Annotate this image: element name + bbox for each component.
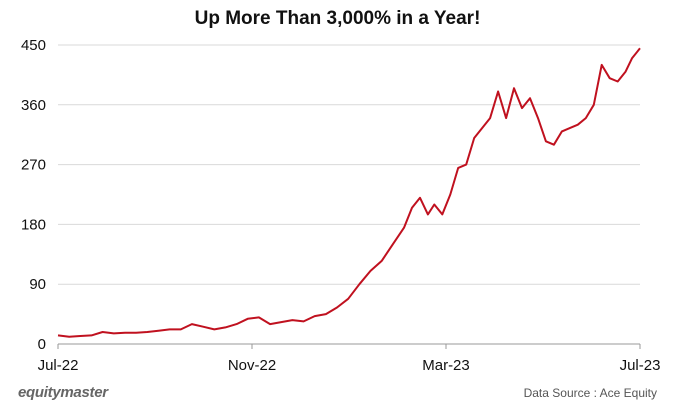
y-tick-label: 180	[21, 216, 46, 233]
series-line-price	[57, 47, 641, 338]
x-tick-label: Jul-23	[620, 357, 661, 374]
x-tick-label: Jul-22	[38, 357, 79, 374]
y-tick-label: 450	[21, 37, 46, 54]
x-tick-label: Nov-22	[228, 357, 276, 374]
data-source-note: Data Source : Ace Equity	[523, 386, 657, 400]
x-tick-labels: Jul-22 Nov-22 Mar-23 Jul-23	[38, 357, 661, 374]
brand-logo: equitymaster	[18, 384, 108, 401]
grid-layer	[58, 44, 640, 285]
x-tick-marks	[57, 344, 641, 349]
y-tick-label: 0	[38, 336, 46, 353]
y-tick-label: 360	[21, 97, 46, 114]
y-tick-label: 270	[21, 157, 46, 174]
y-tick-labels: 0 90 180 270 360 450	[21, 37, 46, 353]
x-tick-label: Mar-23	[422, 357, 470, 374]
y-tick-label: 90	[29, 276, 46, 293]
chart-title: Up More Than 3,000% in a Year!	[194, 8, 481, 29]
